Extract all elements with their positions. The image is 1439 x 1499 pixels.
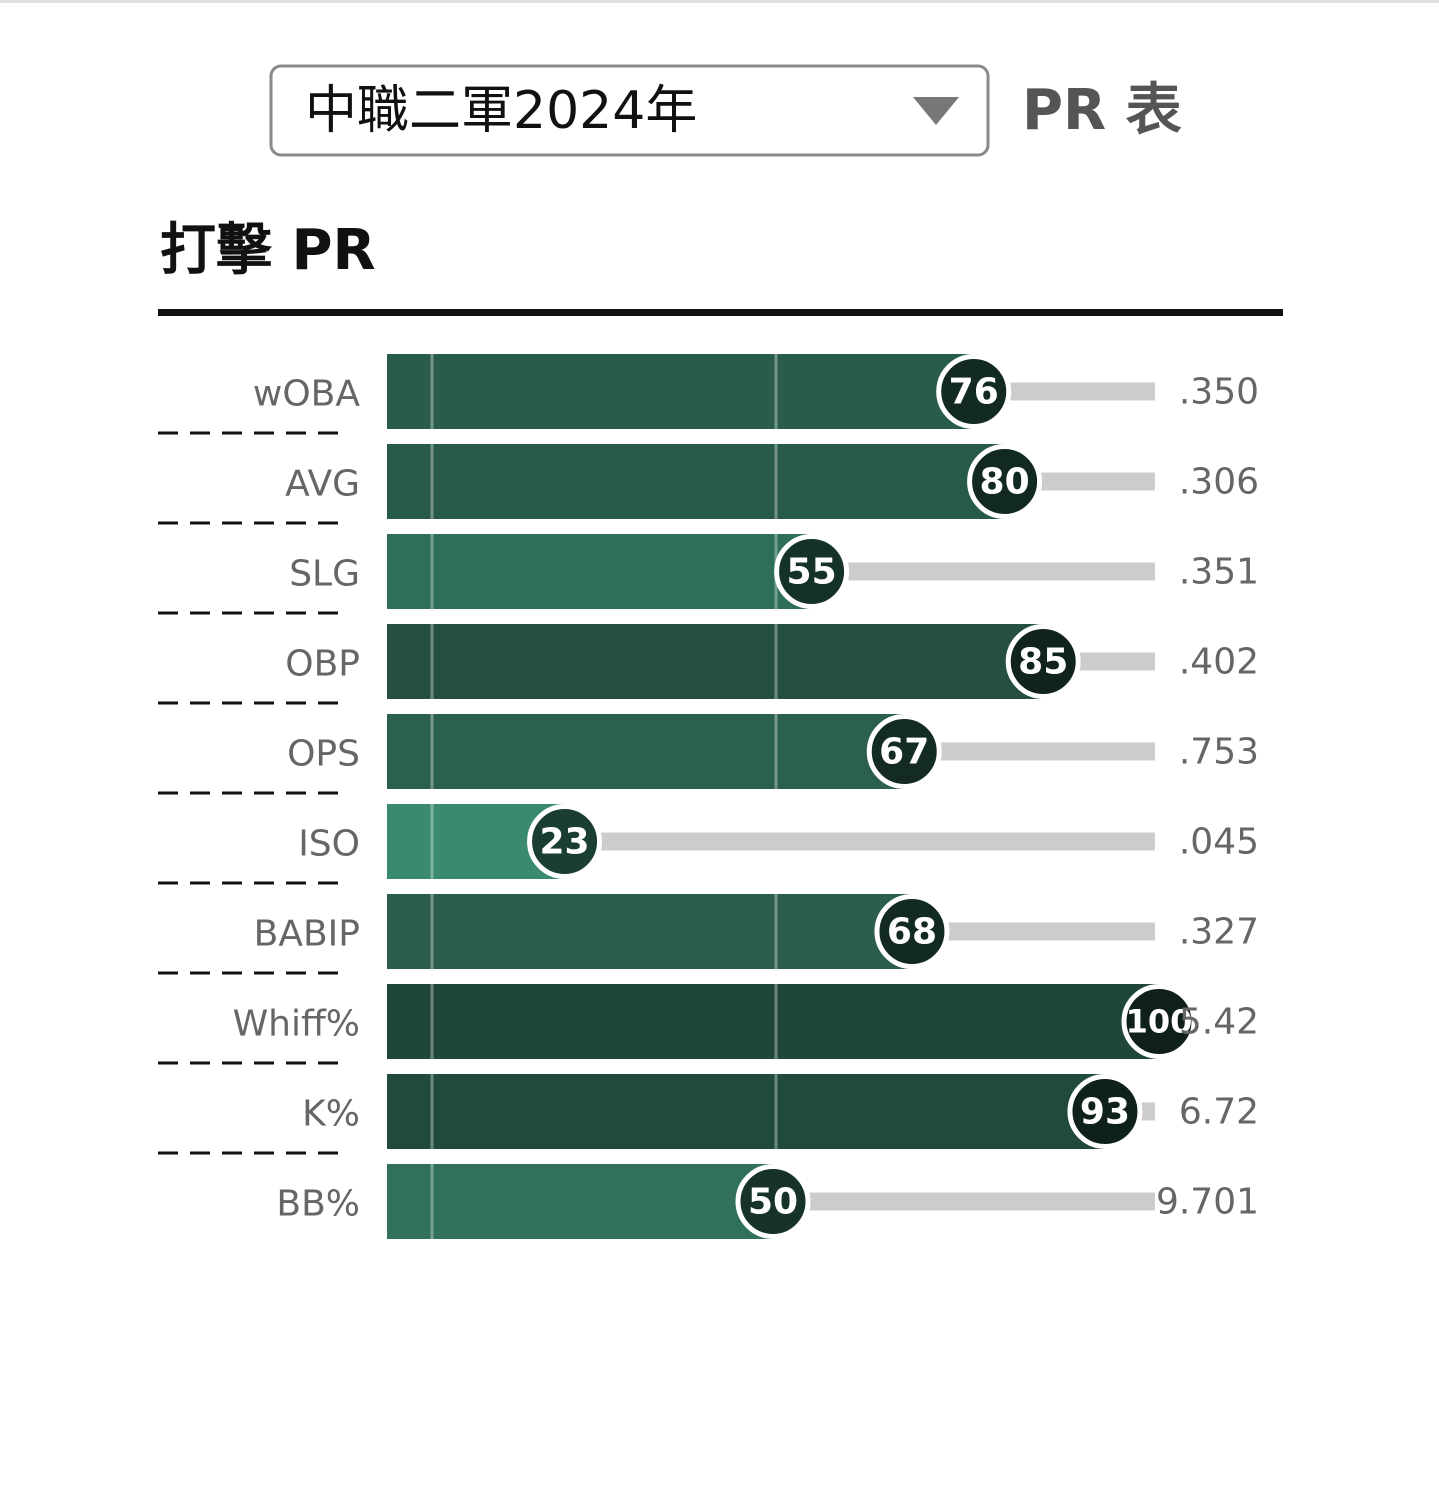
stat-value: .351	[1179, 552, 1259, 593]
track	[564, 832, 1155, 851]
pr-value: 93	[1080, 1092, 1130, 1133]
track	[811, 562, 1155, 581]
pr-value: 68	[887, 912, 937, 953]
category-label: K%	[302, 1094, 360, 1135]
category-label: BABIP	[254, 914, 360, 955]
select-text: 中職二軍2024年	[305, 81, 697, 141]
category-label: ISO	[298, 824, 360, 865]
stat-value: .753	[1179, 732, 1259, 773]
pr-value: 80	[980, 462, 1030, 503]
bar	[387, 354, 974, 429]
stat-value: 9.701	[1156, 1182, 1259, 1223]
pr-badge	[527, 804, 603, 879]
pr-value: 76	[949, 372, 999, 413]
pr-badge	[936, 354, 1012, 429]
track	[973, 382, 1155, 401]
bar	[387, 894, 912, 969]
select-arrow	[913, 97, 959, 125]
pr-value: 67	[879, 732, 929, 773]
pr-badge	[1005, 624, 1081, 699]
pr-value: 23	[540, 822, 590, 863]
stat-value: 5.42	[1179, 1002, 1259, 1043]
stat-value: .402	[1179, 642, 1259, 683]
stat-value: 6.72	[1179, 1092, 1259, 1133]
track	[773, 1192, 1155, 1211]
category-label: Whiff%	[233, 1004, 360, 1045]
pr-badge	[1067, 1074, 1143, 1149]
pr-badge	[1121, 984, 1197, 1059]
category-label: OBP	[285, 644, 360, 685]
pr-badge	[774, 534, 850, 609]
bar	[387, 1074, 1105, 1149]
bar	[387, 534, 812, 609]
bar	[387, 714, 905, 789]
pr-value: 85	[1018, 642, 1068, 683]
stat-value: .045	[1179, 822, 1259, 863]
category-label: OPS	[287, 734, 360, 775]
category-label: BB%	[276, 1184, 360, 1225]
stat-value: .350	[1179, 372, 1259, 413]
pr-badge	[866, 714, 942, 789]
stat-value: .306	[1179, 462, 1259, 503]
bar	[387, 1164, 773, 1239]
pr-value: 100	[1126, 1003, 1193, 1041]
bar	[387, 624, 1044, 699]
pr-badge	[874, 894, 950, 969]
page-title: PR 表	[1022, 78, 1182, 143]
chart-title: 打擊 PR	[160, 218, 376, 283]
stat-value: .327	[1179, 912, 1259, 953]
track	[904, 742, 1155, 761]
pr-value: 55	[787, 552, 837, 593]
track	[1004, 472, 1155, 491]
track	[911, 922, 1155, 941]
season-select[interactable]	[269, 64, 990, 157]
bar	[387, 984, 1159, 1059]
category-label: AVG	[285, 464, 360, 505]
pr-badge	[967, 444, 1043, 519]
pr-badge	[735, 1164, 811, 1239]
title-rule	[158, 309, 1283, 316]
category-label: SLG	[289, 554, 360, 595]
bar	[387, 444, 1005, 519]
category-label: wOBA	[253, 374, 360, 415]
pr-value: 50	[748, 1182, 798, 1223]
